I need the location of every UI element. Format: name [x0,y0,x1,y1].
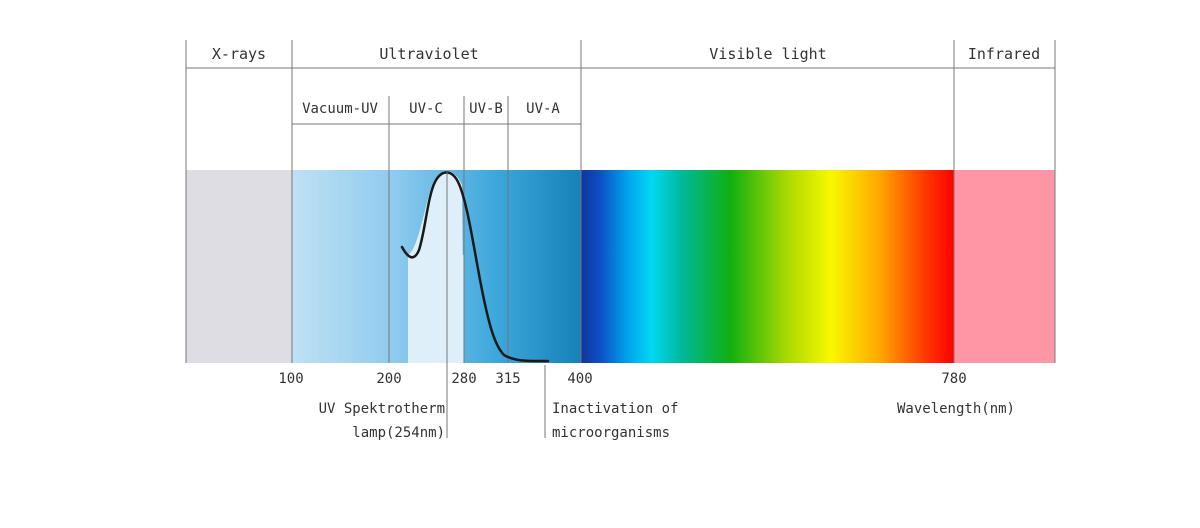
uva-label: UV-A [526,101,560,117]
inactivation-note-line1: Inactivation of [552,401,678,417]
xrays-band-bar [186,170,292,363]
visible-light-label: Visible light [709,45,826,63]
xrays-label: X-rays [212,45,266,63]
lamp-emission-fill [408,171,464,363]
tick-100: 100 [278,371,303,387]
tick-315: 315 [495,371,520,387]
tick-200: 200 [376,371,401,387]
wavelength-unit-label: Wavelength(nm) [897,401,1015,417]
vacuum-uv-label: Vacuum-UV [302,101,378,117]
tick-780: 780 [941,371,966,387]
inactivation-note-line2: microorganisms [552,425,670,441]
uvc-label: UV-C [409,101,443,117]
tick-400: 400 [567,371,592,387]
lamp-note-line1: UV Spektrotherm [319,401,445,417]
visible-band-bar [581,170,954,363]
ultraviolet-label: Ultraviolet [379,45,478,63]
infrared-label: Infrared [968,45,1040,63]
infrared-band-bar [954,170,1055,363]
tick-280: 280 [451,371,476,387]
lamp-emission-curve [400,171,550,363]
lamp-note-line2: lamp(254nm) [352,425,445,441]
uvb-label: UV-B [469,101,503,117]
